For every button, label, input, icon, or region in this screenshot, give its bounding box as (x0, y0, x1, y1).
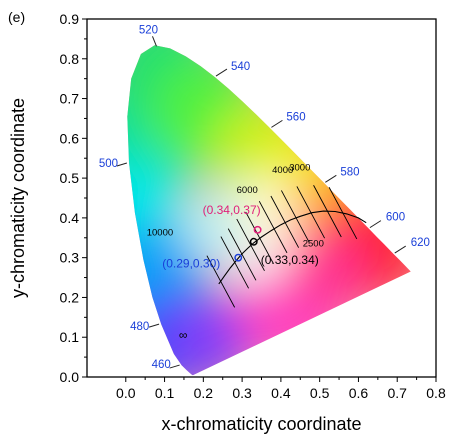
wavelength-label: 600 (386, 212, 405, 224)
locus-leader-line (394, 245, 407, 254)
data-point-label: (0.29,0.30) (162, 257, 220, 271)
y-tick-label: 0.7 (60, 91, 80, 107)
y-tick-label: 0.3 (60, 250, 80, 266)
x-axis-title: x-chromaticity coordinate (161, 414, 361, 434)
wavelength-label: 580 (340, 166, 359, 178)
x-tick-label: 0.7 (387, 385, 407, 401)
y-tick-label: 0.5 (60, 170, 80, 186)
y-tick-label: 0.9 (60, 11, 80, 27)
isotemperature-line (296, 186, 326, 239)
isotemperature-line (227, 228, 257, 281)
cct-label: 4000 (272, 165, 293, 176)
locus-leader-line (169, 364, 180, 369)
locus-leader-line (116, 162, 128, 167)
locus-leader-line (148, 323, 160, 328)
x-tick-label: 0.3 (232, 385, 252, 401)
planckian-locus (206, 185, 367, 308)
x-tick-label: 0.8 (426, 385, 446, 401)
wavelength-label: 560 (286, 111, 305, 123)
isotemperature-line (313, 185, 342, 238)
locus-leader-line (215, 68, 228, 77)
x-tick-label: 0.1 (155, 385, 175, 401)
x-tick-label: 0.5 (310, 385, 330, 401)
wavelength-label: 620 (411, 237, 430, 249)
isotemperature-line (245, 211, 274, 264)
cct-label: 3000 (289, 162, 310, 173)
wavelength-label: 460 (152, 359, 171, 371)
y-tick-label: 0.0 (60, 369, 80, 385)
wavelength-labels: 460 480 500 520 540 560 580 600 620 (99, 24, 430, 371)
isotemperature-line (236, 218, 265, 272)
locus-leader-line (325, 174, 337, 183)
y-tick-label: 0.2 (60, 289, 80, 305)
data-points: (0.34,0.37) (0.33,0.34) (0.29,0.30) (162, 203, 319, 271)
y-tick-label: 0.4 (60, 210, 80, 226)
gamut-color-patch (233, 177, 298, 242)
wavelength-label: 520 (139, 24, 158, 36)
isotemperature-line (258, 200, 288, 254)
spectral-locus-leaders (116, 36, 407, 369)
y-tick-label: 0.6 (60, 130, 80, 146)
wavelength-label: 540 (231, 61, 250, 73)
wavelength-label: 480 (130, 321, 149, 333)
gamut-color-patch (287, 229, 368, 310)
isotemperature-line (206, 255, 236, 308)
isotemperature-line (270, 195, 300, 248)
wavelength-label: 500 (99, 158, 118, 170)
y-tick-label: 0.1 (60, 329, 80, 345)
isotemperature-line (328, 187, 358, 240)
data-point-label: (0.34,0.37) (203, 203, 261, 217)
cct-label: ∞ (179, 328, 188, 342)
cct-label: 10000 (147, 227, 173, 238)
y-tick-label: 0.8 (60, 51, 80, 67)
cct-label: 6000 (237, 185, 258, 196)
locus-leader-line (152, 36, 157, 47)
y-axis: 0.0 0.1 0.2 0.3 0.4 0.5 0.6 0.7 0.8 0.9 (60, 11, 87, 385)
x-tick-label: 0.4 (271, 385, 291, 401)
data-point-marker (253, 225, 262, 234)
panel-label: (e) (8, 9, 25, 25)
y-axis-title: y-chromaticity coordinate (8, 98, 28, 298)
locus-leader-line (369, 220, 382, 229)
x-tick-label: 0.2 (194, 385, 214, 401)
x-tick-label: 0.6 (349, 385, 369, 401)
x-axis: 0.0 0.1 0.2 0.3 0.4 0.5 0.6 0.7 0.8 (116, 377, 446, 401)
x-tick-label: 0.0 (116, 385, 136, 401)
isotemperature-line (280, 190, 310, 243)
data-point-label: (0.33,0.34) (261, 253, 319, 267)
planckian-locus-curve (218, 210, 367, 285)
cct-label: 2500 (303, 238, 324, 249)
isotemperature-line (220, 236, 250, 289)
locus-leader-line (271, 119, 283, 128)
data-point-marker (234, 253, 243, 262)
data-point-marker (249, 237, 258, 246)
